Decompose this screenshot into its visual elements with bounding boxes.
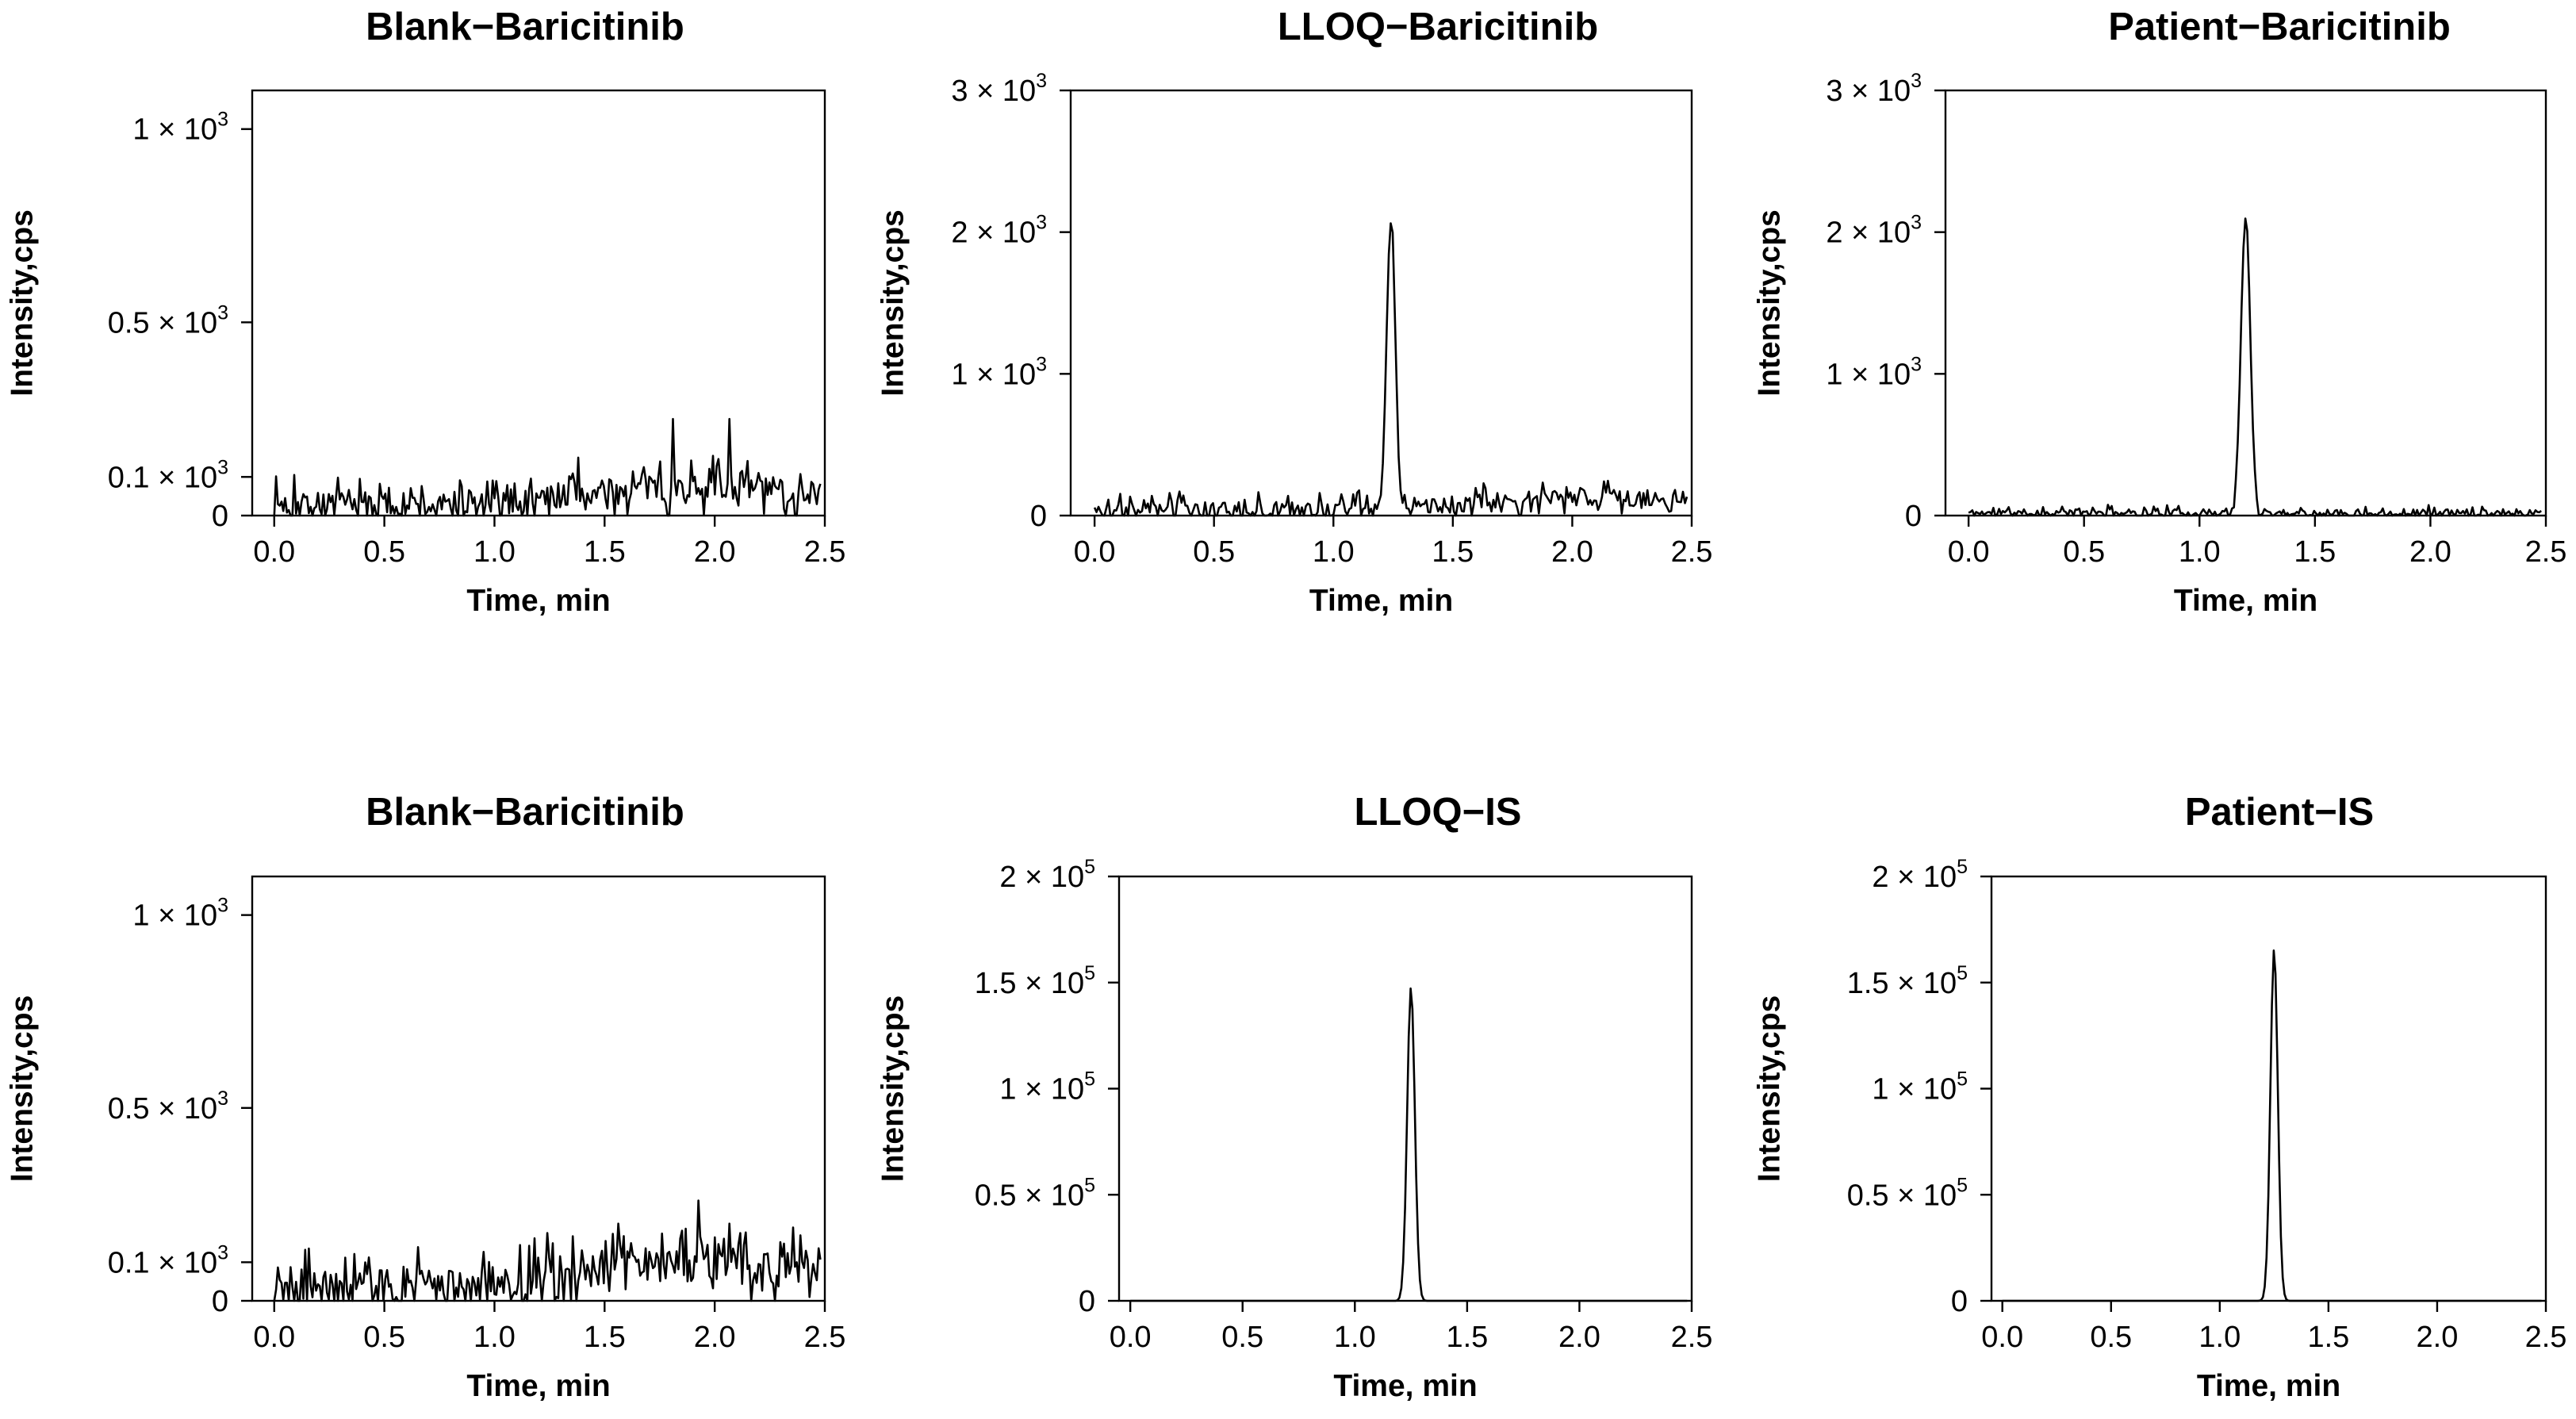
chart-title: Patient−Baricitinib — [2108, 6, 2451, 48]
plot-frame — [1069, 89, 1693, 517]
y-tick-label: 2 × 103 — [1826, 212, 1922, 250]
y-axis-label: Intensity,cps — [1752, 995, 1786, 1183]
x-tick-label: 1.0 — [473, 535, 516, 569]
y-tick-label: 1.5 × 105 — [1847, 962, 1968, 1000]
x-tick-label: 2.0 — [1558, 1321, 1600, 1354]
x-tick-label: 1.5 — [2294, 535, 2336, 569]
x-tick-label: 2.5 — [804, 1321, 846, 1354]
y-axis-label: Intensity,cps — [5, 209, 39, 397]
y-tick-label: 1 × 103 — [132, 109, 228, 147]
y-tick-label: 2 × 105 — [1872, 856, 1968, 894]
y-tick-label: 1 × 105 — [999, 1068, 1095, 1106]
plot-frame — [1990, 875, 2547, 1302]
chart-panel-6: Patient−IS 0.0 0.5 1.0 1.5 2.0 2.5 0 0.5 × 105 1 … — [1752, 791, 2566, 1403]
chart-panel-1: Blank−Baricitinib 0.0 0.5 1.0 1.5 2.0 2.5 0 0.1 … — [5, 6, 845, 618]
x-tick-label: 1.0 — [1334, 1321, 1376, 1354]
chart-panel-3: Patient−Baricitinib 0.0 0.5 1.0 1.5 2.0 2.5 0 1 … — [1752, 6, 2566, 618]
x-tick-label: 0.5 — [363, 1321, 405, 1354]
x-tick-label: 0.0 — [1981, 1321, 2023, 1354]
x-axis-label: Time, min — [2174, 584, 2317, 618]
chart-title: Patient−IS — [2185, 791, 2374, 834]
y-tick-label: 1.5 × 105 — [975, 962, 1095, 1000]
x-axis-label: Time, min — [466, 1369, 610, 1403]
y-tick-label: 0 — [1030, 500, 1047, 533]
chromatogram-trace — [1130, 987, 1688, 1302]
y-tick-label: 0 — [1079, 1285, 1095, 1318]
y-tick-label: 0 — [212, 1285, 228, 1318]
plot-frame — [1117, 875, 1693, 1302]
chromatogram-trace — [1968, 217, 2542, 517]
x-tick-label: 2.5 — [1671, 1321, 1713, 1354]
x-tick-label: 2.5 — [804, 535, 846, 569]
y-tick-label: 1 × 103 — [951, 353, 1047, 391]
y-tick-label: 2 × 105 — [999, 856, 1095, 894]
x-tick-label: 1.0 — [473, 1321, 516, 1354]
x-tick-label: 0.5 — [1193, 535, 1235, 569]
x-tick-label: 0.0 — [1074, 535, 1116, 569]
x-tick-label: 0.5 — [1221, 1321, 1263, 1354]
y-tick-label: 1 × 103 — [132, 895, 228, 933]
y-tick-label: 0.5 × 103 — [108, 301, 228, 339]
x-tick-label: 0.5 — [363, 535, 405, 569]
y-tick-label: 0 — [1951, 1285, 1968, 1318]
chromatogram-trace — [273, 417, 822, 517]
x-tick-label: 2.0 — [2409, 535, 2451, 569]
y-tick-label: 2 × 103 — [951, 212, 1047, 250]
x-tick-label: 2.0 — [2417, 1321, 2459, 1354]
y-tick-label: 1 × 105 — [1872, 1068, 1968, 1106]
chromatogram-trace — [1093, 222, 1689, 517]
x-tick-label: 1.5 — [1432, 535, 1474, 569]
x-tick-label: 1.0 — [2179, 535, 2221, 569]
x-tick-label: 0.0 — [1110, 1321, 1152, 1354]
y-tick-label: 0.5 × 105 — [1847, 1174, 1968, 1212]
chart-title: LLOQ−IS — [1354, 791, 1521, 834]
x-tick-label: 2.0 — [694, 1321, 736, 1354]
y-axis-label: Intensity,cps — [876, 995, 910, 1183]
y-tick-label: 0.5 × 103 — [108, 1087, 228, 1126]
chart-title: Blank−Baricitinib — [366, 6, 684, 48]
y-tick-label: 0.5 × 105 — [975, 1174, 1095, 1212]
x-tick-label: 0.0 — [1948, 535, 1990, 569]
x-tick-label: 0.5 — [2063, 535, 2105, 569]
x-tick-label: 2.5 — [1671, 535, 1713, 569]
y-tick-label: 3 × 103 — [951, 70, 1047, 108]
chart-title: LLOQ−Baricitinib — [1278, 6, 1598, 48]
chromatogram-trace — [273, 1199, 822, 1302]
chart-title: Blank−Baricitinib — [366, 791, 684, 834]
plot-frame — [251, 875, 826, 1302]
x-tick-label: 1.5 — [1446, 1321, 1488, 1354]
y-tick-label: 0.1 × 103 — [108, 1241, 228, 1279]
chart-panel-2: LLOQ−Baricitinib 0.0 0.5 1.0 1.5 2.0 2.5 0 1 × 1… — [876, 6, 1712, 618]
chart-panel-4: Blank−Baricitinib 0.0 0.5 1.0 1.5 2.0 2.5 0 0.1 … — [5, 791, 845, 1403]
y-tick-label: 0 — [212, 500, 228, 533]
y-tick-label: 1 × 103 — [1826, 353, 1922, 391]
plot-frame — [251, 89, 826, 517]
y-tick-label: 0.1 × 103 — [108, 456, 228, 494]
x-tick-label: 2.5 — [2525, 1321, 2567, 1354]
x-tick-label: 1.0 — [1313, 535, 1355, 569]
y-tick-label: 0 — [1905, 500, 1922, 533]
x-axis-label: Time, min — [1309, 584, 1453, 618]
chart-panel-5: LLOQ−IS 0.0 0.5 1.0 1.5 2.0 2.5 0 0.5 × 105 1 × 1… — [876, 791, 1712, 1403]
x-axis-label: Time, min — [1333, 1369, 1477, 1403]
x-tick-label: 0.0 — [253, 535, 295, 569]
x-tick-label: 0.5 — [2090, 1321, 2132, 1354]
x-tick-label: 2.5 — [2525, 535, 2567, 569]
y-tick-label: 3 × 103 — [1826, 70, 1922, 108]
x-tick-label: 0.0 — [253, 1321, 295, 1354]
x-tick-label: 1.5 — [584, 1321, 626, 1354]
x-tick-label: 1.5 — [584, 535, 626, 569]
plot-frame — [1944, 89, 2547, 517]
x-axis-label: Time, min — [466, 584, 610, 618]
chromatogram-trace — [2002, 949, 2542, 1302]
y-axis-label: Intensity,cps — [1752, 209, 1786, 397]
x-tick-label: 1.5 — [2307, 1321, 2349, 1354]
x-tick-label: 2.0 — [1551, 535, 1593, 569]
x-tick-label: 1.0 — [2198, 1321, 2241, 1354]
x-tick-label: 2.0 — [694, 535, 736, 569]
y-axis-label: Intensity,cps — [876, 209, 910, 397]
x-axis-label: Time, min — [2197, 1369, 2340, 1403]
y-axis-label: Intensity,cps — [5, 995, 39, 1183]
